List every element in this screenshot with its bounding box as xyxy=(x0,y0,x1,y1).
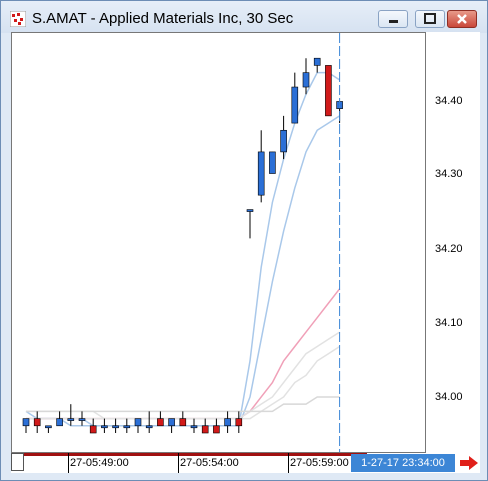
price-tick: 34.40 xyxy=(435,95,463,107)
moving-average-line xyxy=(26,71,341,427)
time-label: 27-05:54:00 xyxy=(180,457,239,469)
moving-average-line xyxy=(26,396,340,413)
candle-body xyxy=(235,418,243,427)
candle-body xyxy=(291,86,299,124)
minimize-icon xyxy=(389,20,398,23)
time-tick xyxy=(288,453,289,473)
window-title: S.AMAT - Applied Materials Inc, 30 Sec xyxy=(32,10,294,27)
scroll-progress xyxy=(21,453,367,456)
candle-body xyxy=(201,425,209,434)
time-tick xyxy=(178,453,179,473)
maximize-icon xyxy=(424,13,436,24)
candle-body xyxy=(325,65,332,117)
price-tick: 34.10 xyxy=(435,317,463,329)
price-axis[interactable]: 34.40 34.30 34.20 34.10 34.00 xyxy=(426,32,480,453)
moving-average-line xyxy=(26,288,341,420)
candle-body xyxy=(313,57,321,66)
candle-body xyxy=(33,418,41,427)
chart-canvas xyxy=(22,33,343,452)
candle-body xyxy=(22,418,30,427)
close-button[interactable] xyxy=(447,10,477,28)
candle-body xyxy=(257,151,265,196)
candle-body xyxy=(145,425,153,429)
candle-body xyxy=(179,418,187,427)
candle-body xyxy=(157,418,164,427)
time-label: 27-05:59:00 xyxy=(290,457,349,469)
candle-body xyxy=(67,418,75,421)
candle-body xyxy=(224,418,231,427)
candle-body xyxy=(101,425,108,429)
price-chart[interactable] xyxy=(11,32,426,453)
candle-body xyxy=(123,425,131,429)
minimize-button[interactable] xyxy=(378,10,408,28)
time-label: 27-05:49:00 xyxy=(70,457,129,469)
candle-body xyxy=(134,418,142,427)
moving-average-line xyxy=(25,115,341,427)
cursor-time-label: 1-27-17 23:34:00 xyxy=(351,454,455,472)
title-bar[interactable]: S.AMAT - Applied Materials Inc, 30 Sec xyxy=(1,1,487,33)
time-tick xyxy=(68,453,69,473)
price-tick: 34.30 xyxy=(435,168,463,180)
close-icon xyxy=(457,14,467,24)
candle-body xyxy=(45,425,52,429)
app-icon xyxy=(10,11,26,27)
candle-body xyxy=(78,418,86,421)
candle-body xyxy=(112,425,119,429)
candle-body xyxy=(190,425,198,429)
candle-body xyxy=(213,425,220,434)
scroll-thumb[interactable] xyxy=(11,453,24,471)
candle-body xyxy=(246,209,254,212)
candle-body xyxy=(269,151,276,174)
candle-body xyxy=(56,418,63,427)
time-axis[interactable]: 27-05:49:00 27-05:54:00 27-05:59:00 1-27… xyxy=(11,453,480,473)
moving-average-line xyxy=(26,345,341,420)
price-tick: 34.20 xyxy=(435,243,463,255)
candle-body xyxy=(280,129,287,153)
candle-body xyxy=(168,418,175,427)
scroll-right-arrow-icon[interactable] xyxy=(459,456,479,470)
candle-body xyxy=(89,425,97,434)
moving-average-line xyxy=(26,331,341,420)
candle-body xyxy=(302,72,310,88)
price-tick: 34.00 xyxy=(435,391,463,403)
maximize-button[interactable] xyxy=(415,10,445,28)
